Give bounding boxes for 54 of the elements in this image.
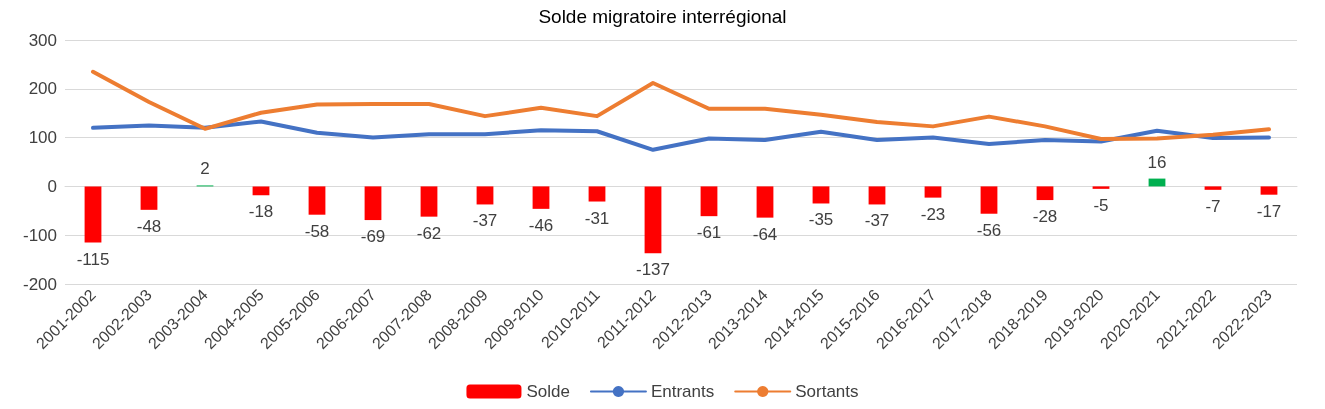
bar [980,186,998,214]
bar [84,186,102,243]
data-label: -31 [584,208,610,228]
data-label: -18 [248,202,274,222]
chart-title: Solde migratoire interrégional [538,6,787,27]
bar [756,186,774,218]
bar [532,186,550,209]
bar [364,186,382,221]
y-tick-label: -100 [22,225,57,245]
legend-label: Solde [526,382,570,401]
data-label: -28 [1032,207,1058,227]
y-tick-label: 200 [28,79,57,99]
data-label: -64 [752,224,778,244]
bar [1036,186,1054,201]
data-label: -137 [635,260,671,280]
bar [1204,186,1222,190]
y-tick-label: -200 [22,274,57,294]
bar [644,186,662,254]
data-label: -69 [360,227,386,247]
bar [140,186,158,210]
data-label: 2 [200,159,210,179]
line-series [91,119,1271,152]
y-tick-label: 300 [28,30,57,50]
y-tick-label: 0 [47,176,57,196]
bar [700,186,718,217]
bar [588,186,606,202]
data-label: -35 [808,210,834,230]
data-label: -37 [864,211,890,231]
bar [1260,186,1278,195]
bar [924,186,942,198]
data-label: -48 [136,216,162,236]
legend-label: Sortants [795,382,859,401]
bar [1092,186,1110,189]
legend-label: Entrants [650,382,715,401]
data-label: -17 [1256,201,1282,221]
bar [420,186,438,217]
line-series [91,69,1271,142]
bar [868,186,886,205]
y-tick-label: 100 [28,128,57,148]
data-label: -115 [76,249,110,269]
bar [476,186,494,205]
data-label: -7 [1205,196,1221,216]
data-label: -46 [528,215,554,235]
data-label: -23 [920,204,946,224]
data-label: -56 [976,220,1002,240]
data-label: 16 [1147,152,1167,172]
bar [812,186,830,204]
data-label: -37 [472,211,498,231]
data-label: -61 [696,223,722,243]
bar [308,186,326,215]
data-label: -5 [1093,195,1109,215]
bar [252,186,270,196]
data-label: -62 [416,223,442,243]
data-label: -58 [304,221,330,241]
